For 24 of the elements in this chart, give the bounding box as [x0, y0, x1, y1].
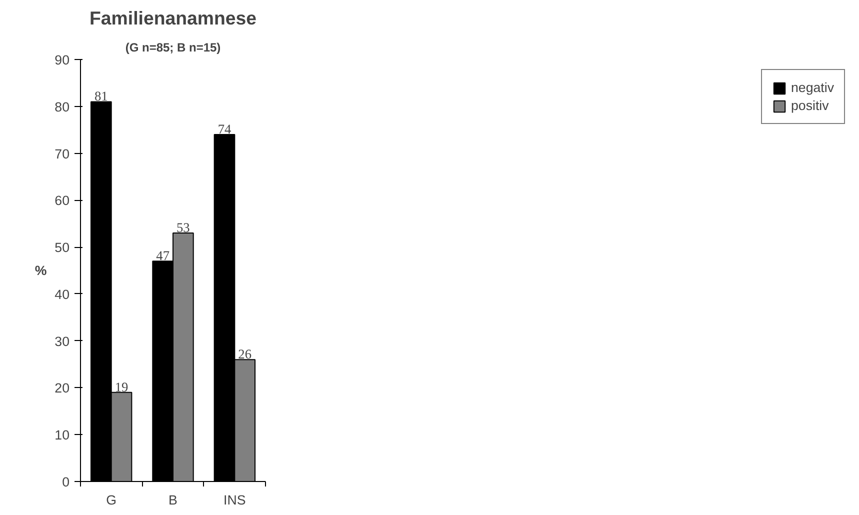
y-axis-title: % [34, 263, 47, 278]
y-tick-label: 80 [54, 99, 70, 114]
data-label: 74 [218, 122, 232, 137]
legend-label: positiv [791, 98, 829, 113]
y-tick-label: 60 [54, 193, 70, 208]
chart-title: Familienanamnese [90, 8, 256, 28]
y-tick-label: 40 [54, 286, 70, 302]
x-tick-label: INS [224, 492, 246, 508]
y-tick-label: 30 [54, 334, 70, 349]
y-tick-label: 0 [62, 474, 70, 490]
y-tick-label: 50 [54, 240, 70, 256]
y-tick-label: 20 [54, 380, 70, 396]
x-tick-label: G [106, 492, 117, 508]
x-tick-label: B [168, 492, 178, 508]
data-label: 53 [176, 220, 190, 235]
y-tick-label: 90 [54, 52, 70, 68]
data-label: 81 [94, 88, 108, 104]
data-label: 19 [114, 379, 129, 394]
y-tick-label: 10 [54, 428, 70, 443]
chart-subtitle: (G n=85; B n=15) [125, 40, 221, 54]
data-label: 26 [238, 346, 252, 362]
y-tick-label: 70 [54, 146, 70, 162]
legend-label: negativ [791, 80, 834, 95]
data-label: 47 [156, 248, 170, 264]
